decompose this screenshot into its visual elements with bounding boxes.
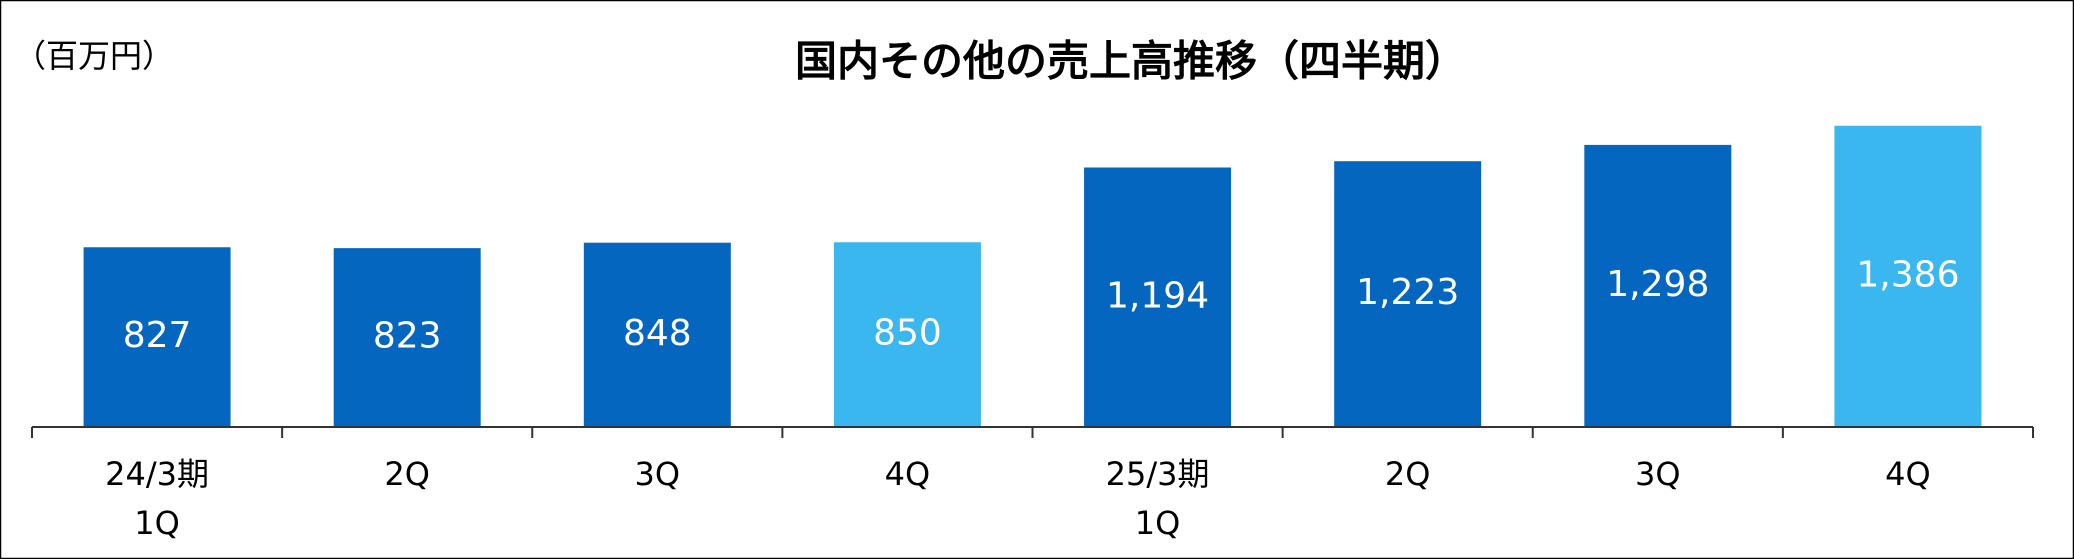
value-label: 823	[373, 316, 442, 357]
value-label: 827	[123, 315, 192, 356]
x-tick-label: 4Q	[1885, 455, 1931, 493]
value-label: 1,223	[1356, 272, 1459, 313]
bar	[333, 248, 481, 427]
bar	[83, 247, 231, 427]
x-tick-label: 2Q	[384, 455, 430, 493]
value-label: 1,298	[1606, 264, 1709, 305]
bar	[1834, 125, 1982, 427]
x-tick-label: 25/3期	[1106, 455, 1210, 493]
value-label: 848	[623, 313, 692, 354]
x-tick-label: 2Q	[1385, 455, 1431, 493]
bar	[1584, 144, 1732, 427]
bar	[833, 242, 981, 427]
x-tick-label: 24/3期	[105, 455, 209, 493]
value-label: 1,386	[1856, 254, 1959, 295]
value-label: 1,194	[1106, 275, 1209, 316]
bar	[1084, 167, 1232, 427]
x-tick-label: 1Q	[1135, 504, 1181, 542]
bar	[583, 242, 731, 427]
unit-label: （百万円）	[14, 37, 174, 75]
x-tick-label: 1Q	[134, 504, 180, 542]
chart-title: 国内その他の売上高推移（四半期）	[795, 37, 1467, 86]
x-tick-label: 4Q	[885, 455, 931, 493]
bar	[1334, 161, 1482, 427]
x-tick-label: 3Q	[635, 455, 681, 493]
value-label: 850	[873, 313, 942, 354]
x-tick-label: 3Q	[1635, 455, 1681, 493]
